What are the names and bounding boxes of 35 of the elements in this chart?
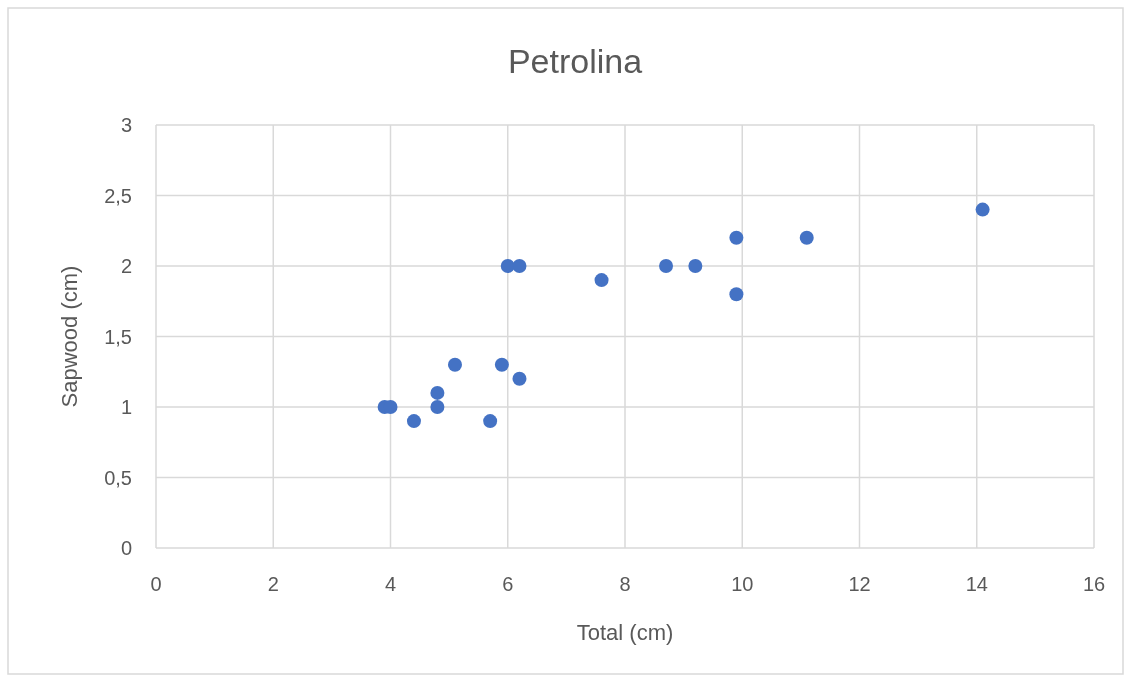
y-tick-label: 0,5 bbox=[104, 466, 132, 489]
y-tick-label: 2,5 bbox=[104, 184, 132, 207]
y-tick-label: 1,5 bbox=[104, 325, 132, 348]
point bbox=[688, 259, 703, 273]
x-tick-label: 0 bbox=[150, 573, 162, 595]
x-tick-label: 6 bbox=[502, 573, 514, 595]
x-tick-label: 8 bbox=[619, 573, 631, 595]
point bbox=[594, 273, 609, 288]
point bbox=[729, 287, 744, 302]
x-tick-label: 16 bbox=[1082, 573, 1106, 595]
point bbox=[494, 357, 509, 372]
x-tick-label: 4 bbox=[384, 573, 397, 595]
point bbox=[430, 385, 445, 400]
y-tick-label: 3 bbox=[120, 114, 132, 136]
point bbox=[659, 259, 674, 273]
y-tick-label: 2 bbox=[120, 255, 132, 277]
y-tick-label: 0 bbox=[120, 537, 132, 559]
y-axis-title: Sapwood (cm) bbox=[57, 265, 82, 408]
point bbox=[512, 371, 527, 386]
x-tick-label: 12 bbox=[848, 573, 871, 595]
chart-title: Petrolina bbox=[507, 42, 643, 80]
point bbox=[430, 400, 445, 414]
y-tick-label: 1 bbox=[120, 396, 132, 418]
point bbox=[975, 202, 990, 217]
point bbox=[512, 259, 527, 273]
x-tick-label: 14 bbox=[965, 573, 988, 595]
point bbox=[500, 259, 515, 273]
point bbox=[483, 414, 498, 429]
x-tick-label: 2 bbox=[267, 573, 279, 595]
point bbox=[447, 357, 462, 372]
x-axis-title: Total (cm) bbox=[576, 620, 674, 645]
point bbox=[729, 230, 744, 245]
point bbox=[406, 414, 421, 429]
x-tick-label: 10 bbox=[731, 573, 754, 595]
point bbox=[799, 230, 814, 245]
